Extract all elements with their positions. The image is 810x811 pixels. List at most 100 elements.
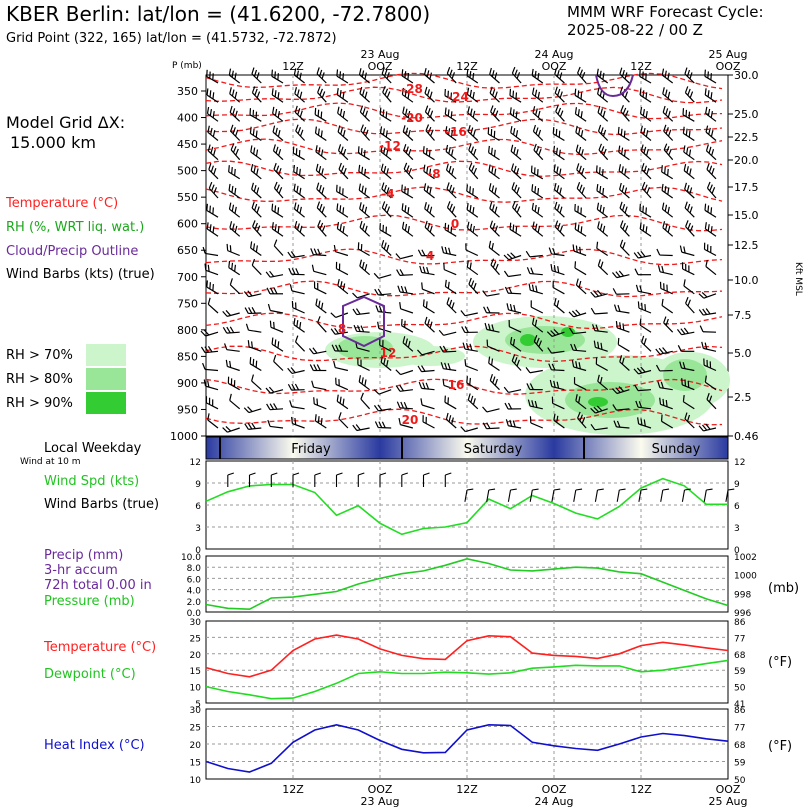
wind-barb — [289, 400, 305, 410]
wind-barb-flag — [707, 108, 711, 116]
wind-barb — [676, 327, 695, 336]
temperature-contour-label: 0 — [451, 217, 459, 231]
left-tick-label: 12 — [190, 458, 201, 468]
wind-barb-flag — [513, 304, 516, 312]
legend-rh70-swatch — [86, 344, 126, 366]
wind-barb-staff — [335, 366, 349, 372]
day-sunday: Sunday — [652, 442, 701, 457]
surface-wind-barb-flag — [532, 488, 539, 491]
wind-barb-flag — [642, 71, 644, 79]
wind-barb-flag — [313, 281, 316, 289]
wind-barb-flag — [642, 90, 645, 98]
wind-barb — [704, 203, 717, 218]
wind-barb-staff — [530, 306, 544, 314]
wind-barb-flag — [596, 202, 600, 210]
wind-barb-flag — [229, 360, 232, 368]
wind-barb-flag — [275, 165, 280, 173]
bottom-hour-label: OOZ — [368, 783, 393, 796]
wind-barb — [525, 367, 543, 374]
wind-barb-flag — [526, 267, 531, 274]
wind-barb-flag — [213, 168, 217, 175]
wind-barb-flag — [623, 130, 626, 138]
wind-barb-flag — [247, 423, 253, 430]
wind-barb-flag — [210, 146, 214, 154]
wind-barb — [273, 162, 284, 180]
wind-barb-flag — [274, 90, 277, 97]
rh80-area-1 — [337, 336, 393, 360]
wind-barb-flag — [338, 162, 342, 170]
wind-barb — [317, 220, 327, 237]
wind-barb-flag — [288, 267, 293, 275]
pressure-tick-label: 900 — [177, 377, 198, 390]
wind-barb-flag — [575, 278, 579, 286]
wind-barb-staff — [443, 269, 457, 276]
wind-barb — [461, 326, 478, 334]
wind-barb — [571, 360, 587, 372]
wind-barb-flag — [251, 258, 256, 266]
wind-barb — [314, 107, 327, 122]
left-tick-label: 0.0 — [187, 609, 202, 619]
wind-barb-flag — [492, 107, 496, 115]
wind-barb — [251, 182, 262, 199]
wind-barb-flag — [445, 412, 449, 420]
wind-barb-flag — [473, 167, 477, 175]
wind-barb-flag — [338, 412, 342, 419]
wind-barb — [679, 245, 695, 257]
wind-barb-flag — [451, 302, 455, 309]
wind-barb-flag — [320, 111, 323, 119]
wind-barb-flag — [645, 73, 647, 81]
wind-barb — [706, 181, 717, 199]
wind-barb-flag — [600, 108, 604, 116]
right-tick-label: 1002 — [734, 553, 757, 563]
wind-barb-flag — [330, 328, 336, 335]
wind-barb-flag — [251, 86, 256, 93]
wind-barb-flag — [275, 127, 278, 135]
wind-barb-flag — [710, 129, 714, 137]
wind-barb-flag — [427, 223, 431, 230]
wind-barb-flag — [624, 187, 628, 195]
surface-wind-barb-flag — [423, 472, 430, 476]
wind-barb-flag — [404, 286, 408, 294]
wind-barb-flag — [234, 72, 237, 80]
wind-barb-flag — [469, 223, 473, 231]
wind-barb — [265, 270, 284, 278]
wind-barb-flag — [579, 414, 583, 422]
wind-barb-flag — [530, 300, 532, 308]
wind-barb-staff — [357, 293, 370, 299]
wind-barb — [360, 392, 371, 410]
wind-barb-flag — [688, 111, 691, 119]
wind-barb-flag — [374, 421, 379, 428]
wind-barb — [423, 183, 435, 199]
wind-barb — [230, 124, 241, 141]
wind-barb-staff — [248, 293, 262, 298]
wind-barb-flag — [624, 168, 627, 176]
wind-barb-flag — [705, 106, 708, 114]
wind-barb — [273, 239, 284, 256]
wind-barb-flag — [209, 90, 212, 98]
wind-barb-flag — [636, 367, 643, 374]
wind-barb-flag — [382, 128, 385, 136]
wind-barb-flag — [231, 262, 234, 270]
weekday-label: Local Weekday — [44, 441, 142, 456]
wind-barb — [424, 202, 435, 218]
surface-wind-barb-staff — [616, 489, 620, 502]
height-tick-label: 12.5 — [734, 239, 759, 252]
wind-barb-flag — [643, 338, 647, 345]
wind-barb — [466, 184, 479, 199]
wind-barb-flag — [274, 205, 277, 213]
wind-barb — [698, 292, 717, 299]
wind-barb-flag — [660, 414, 663, 422]
wind-barb-flag — [207, 125, 210, 133]
pressure-tick-label: 950 — [177, 403, 198, 416]
wind-barb-flag — [703, 242, 706, 250]
wind-barb — [662, 87, 674, 103]
wind-barb-flag — [643, 127, 646, 135]
wind-barb-flag — [467, 393, 471, 401]
wind-barb-flag — [404, 223, 408, 231]
wind-barb-flag — [488, 356, 491, 364]
wind-barb-flag — [710, 226, 713, 233]
wind-barb-flag — [265, 271, 271, 278]
wind-barb-staff — [529, 369, 543, 374]
wind-barb-flag — [355, 308, 361, 315]
wind-barb-flag — [595, 357, 598, 365]
